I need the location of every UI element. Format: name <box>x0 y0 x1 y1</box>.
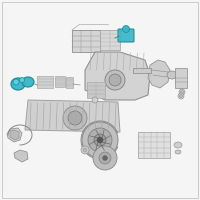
Circle shape <box>122 25 130 32</box>
Bar <box>72 30 100 52</box>
Bar <box>133 68 151 73</box>
Circle shape <box>179 89 185 95</box>
Ellipse shape <box>22 77 34 87</box>
Circle shape <box>94 134 106 146</box>
Circle shape <box>13 79 19 85</box>
Polygon shape <box>25 100 120 132</box>
Circle shape <box>93 146 117 170</box>
Circle shape <box>83 148 87 152</box>
Bar <box>55 76 65 87</box>
Polygon shape <box>85 52 150 100</box>
Ellipse shape <box>174 142 182 148</box>
Circle shape <box>92 97 98 103</box>
Circle shape <box>82 122 118 158</box>
Circle shape <box>180 90 184 94</box>
Circle shape <box>99 152 111 164</box>
Polygon shape <box>7 128 22 142</box>
Bar <box>37 76 53 88</box>
Circle shape <box>63 106 87 130</box>
Circle shape <box>109 74 121 86</box>
Circle shape <box>88 128 112 152</box>
Circle shape <box>103 156 107 160</box>
Ellipse shape <box>11 78 25 90</box>
Circle shape <box>98 138 102 142</box>
Circle shape <box>180 95 182 98</box>
Bar <box>138 132 170 158</box>
Circle shape <box>81 146 89 154</box>
Polygon shape <box>14 150 28 162</box>
Polygon shape <box>10 130 19 140</box>
Ellipse shape <box>175 150 181 154</box>
Circle shape <box>105 70 125 90</box>
Bar <box>175 68 187 88</box>
Ellipse shape <box>167 71 177 79</box>
Circle shape <box>20 77 24 82</box>
Bar <box>66 77 73 88</box>
FancyBboxPatch shape <box>118 29 134 42</box>
Circle shape <box>178 93 184 99</box>
Bar <box>87 82 105 98</box>
Bar <box>100 30 120 50</box>
Polygon shape <box>148 60 170 88</box>
Circle shape <box>68 111 82 125</box>
